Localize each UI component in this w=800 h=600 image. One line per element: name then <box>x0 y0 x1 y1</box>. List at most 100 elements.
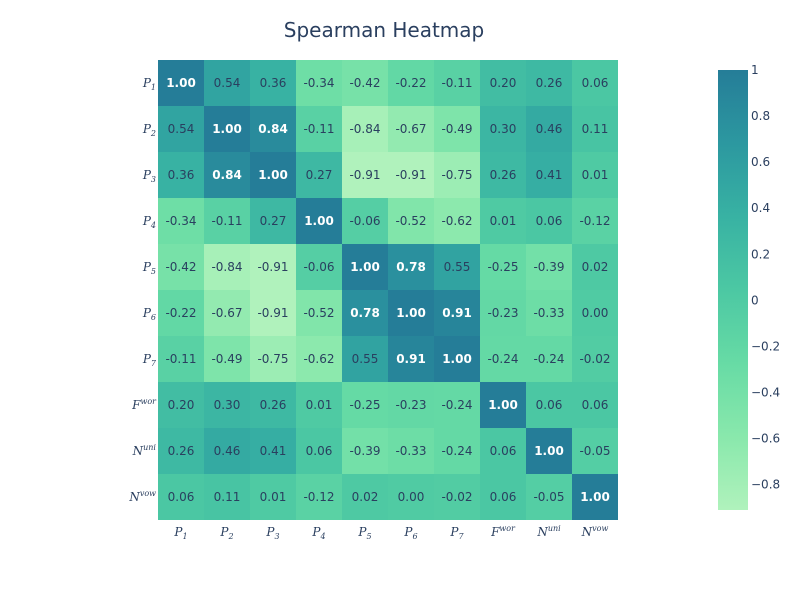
cell-value-label: 0.91 <box>442 306 472 320</box>
heatmap-cell <box>434 198 480 244</box>
heatmap-cell <box>526 60 572 106</box>
cell-value-label: -0.05 <box>533 490 564 504</box>
heatmap-cell <box>296 336 342 382</box>
heatmap-cell <box>296 382 342 428</box>
cell-value-label: -0.11 <box>211 214 242 228</box>
colorbar-tick-label: 0.2 <box>751 247 770 261</box>
heatmap-cell <box>572 336 618 382</box>
heatmap-cell <box>204 336 250 382</box>
cell-value-label: 0.01 <box>490 214 517 228</box>
cell-value-label: -0.06 <box>349 214 380 228</box>
heatmap-cell <box>480 428 526 474</box>
cell-value-label: 0.30 <box>490 122 517 136</box>
x-tick-label: Fwor <box>490 524 516 539</box>
cell-value-label: 0.20 <box>168 398 195 412</box>
cell-value-label: -0.49 <box>441 122 472 136</box>
cell-value-label: 0.02 <box>582 260 609 274</box>
cell-value-label: 0.46 <box>214 444 241 458</box>
cell-value-label: -0.39 <box>349 444 380 458</box>
heatmap-cell <box>342 244 388 290</box>
heatmap-cell <box>342 106 388 152</box>
heatmap-cell <box>388 428 434 474</box>
cell-value-label: 1.00 <box>258 168 288 182</box>
cell-value-label: 0.55 <box>444 260 471 274</box>
cell-value-label: -0.11 <box>303 122 334 136</box>
heatmap-cell <box>204 152 250 198</box>
cell-value-label: -0.23 <box>395 398 426 412</box>
heatmap-cell <box>526 152 572 198</box>
cell-value-label: 1.00 <box>166 76 196 90</box>
colorbar-tick-label: 0.6 <box>751 155 770 169</box>
cell-value-label: 0.78 <box>396 260 426 274</box>
heatmap-cell <box>158 244 204 290</box>
heatmap-cell <box>296 428 342 474</box>
heatmap-cell <box>204 244 250 290</box>
cell-value-label: 0.26 <box>260 398 287 412</box>
y-axis-ticks: P1 P2 P3 P4 P5 P6 P7 Fwor Nuni Nvow <box>128 76 157 504</box>
heatmap-cell <box>572 290 618 336</box>
cell-value-label: 0.26 <box>490 168 517 182</box>
heatmap-cell <box>250 474 296 520</box>
cell-value-label: -0.62 <box>441 214 472 228</box>
heatmap-cell <box>250 60 296 106</box>
heatmap-cell <box>480 336 526 382</box>
heatmap-cell <box>250 290 296 336</box>
cell-value-label: 1.00 <box>580 490 610 504</box>
cell-value-label: -0.24 <box>487 352 518 366</box>
x-tick-label: P6 <box>403 525 417 541</box>
heatmap-cell <box>480 290 526 336</box>
y-tick-label: P5 <box>142 260 156 276</box>
y-tick-label: Nuni <box>132 443 157 458</box>
x-axis-ticks: P1 P2 P3 P4 P5 P6 P7 Fwor Nuni Nvow <box>173 524 608 541</box>
heatmap-cell <box>572 474 618 520</box>
cell-value-label: 0.78 <box>350 306 380 320</box>
heatmap-cell <box>480 474 526 520</box>
x-tick-label: P7 <box>449 525 464 541</box>
heatmap-cell <box>342 382 388 428</box>
cell-value-label: 0.55 <box>352 352 379 366</box>
heatmap-cell <box>388 152 434 198</box>
cell-value-label: 0.41 <box>260 444 287 458</box>
cell-value-label: 1.00 <box>304 214 334 228</box>
heatmap-cell <box>250 336 296 382</box>
cell-value-label: -0.33 <box>395 444 426 458</box>
heatmap-cell <box>388 198 434 244</box>
heatmap-cell <box>388 336 434 382</box>
heatmap-cell <box>342 152 388 198</box>
colorbar-tick-label: 0.8 <box>751 109 770 123</box>
y-tick-label: P4 <box>142 214 156 230</box>
heatmap-cell <box>342 60 388 106</box>
heatmap-cell <box>388 474 434 520</box>
heatmap-cell <box>158 336 204 382</box>
colorbar-tick-label: 0 <box>751 293 759 307</box>
cell-value-label: -0.34 <box>303 76 334 90</box>
heatmap-cell <box>434 152 480 198</box>
cell-value-label: 0.06 <box>490 490 517 504</box>
cell-value-label: 1.00 <box>442 352 472 366</box>
heatmap-cell <box>296 106 342 152</box>
y-tick-label: P2 <box>142 122 156 138</box>
cell-value-label: 0.54 <box>214 76 241 90</box>
heatmap-cell <box>572 152 618 198</box>
heatmap-cell <box>204 474 250 520</box>
heatmap-cell <box>572 60 618 106</box>
cell-value-label: -0.91 <box>349 168 380 182</box>
heatmap-cell <box>296 198 342 244</box>
cell-value-label: 0.36 <box>168 168 195 182</box>
x-tick-label: Nuni <box>536 524 561 539</box>
cell-value-label: 0.84 <box>212 168 242 182</box>
cell-value-label: 0.06 <box>490 444 517 458</box>
cell-value-label: -0.91 <box>395 168 426 182</box>
cell-value-label: 0.11 <box>582 122 609 136</box>
heatmap-cell <box>250 152 296 198</box>
cell-value-label: 0.06 <box>582 76 609 90</box>
x-tick-label: Nvow <box>581 524 609 539</box>
cell-value-label: -0.39 <box>533 260 564 274</box>
cell-value-label: 0.20 <box>490 76 517 90</box>
heatmap-cell <box>480 198 526 244</box>
cell-value-label: 0.54 <box>168 122 195 136</box>
cell-value-label: -0.02 <box>579 352 610 366</box>
heatmap-cell <box>480 60 526 106</box>
cell-value-label: 0.26 <box>168 444 195 458</box>
colorbar-tick-label: 1 <box>751 63 759 77</box>
